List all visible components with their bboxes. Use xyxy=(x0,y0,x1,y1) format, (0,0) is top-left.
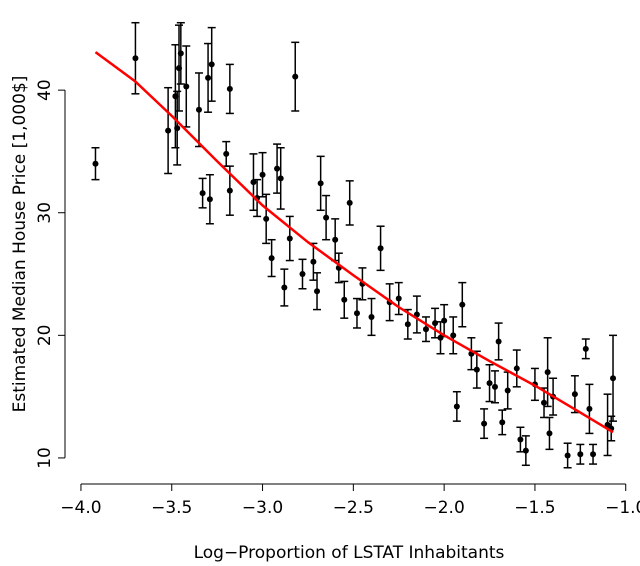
point xyxy=(310,258,317,265)
point xyxy=(92,160,99,167)
point xyxy=(323,214,330,221)
point xyxy=(522,447,529,454)
point xyxy=(183,83,190,90)
point xyxy=(491,383,498,390)
point xyxy=(205,74,212,81)
point xyxy=(486,380,493,387)
point xyxy=(286,235,293,242)
point xyxy=(590,451,597,458)
point xyxy=(499,419,506,426)
x-tick-label: −3.5 xyxy=(151,498,192,518)
point xyxy=(174,125,181,132)
point xyxy=(432,320,439,327)
point xyxy=(165,127,172,134)
point xyxy=(226,85,233,92)
point xyxy=(274,165,281,172)
point xyxy=(346,199,353,206)
point xyxy=(353,310,360,317)
point xyxy=(422,326,429,333)
point xyxy=(495,338,502,345)
point xyxy=(314,288,321,295)
point xyxy=(481,420,488,427)
point xyxy=(610,375,617,382)
point xyxy=(404,321,411,328)
x-tick-label: −2.0 xyxy=(423,498,464,518)
point xyxy=(195,106,202,113)
y-tick-label: 30 xyxy=(35,202,55,224)
x-axis-label: Log−Proportion of LSTAT Inhabitants xyxy=(194,543,505,563)
point xyxy=(208,61,215,68)
point xyxy=(250,179,257,186)
point xyxy=(199,190,206,197)
point xyxy=(299,271,306,278)
point xyxy=(586,405,593,412)
point xyxy=(263,215,270,222)
y-tick-label: 10 xyxy=(35,447,55,469)
fit-line xyxy=(94,51,614,434)
point xyxy=(223,150,230,157)
point xyxy=(377,245,384,252)
point xyxy=(132,55,139,62)
point xyxy=(317,180,324,187)
x-tick-label: −1.0 xyxy=(605,498,640,518)
point xyxy=(453,403,460,410)
point xyxy=(268,255,275,262)
point xyxy=(473,366,480,373)
point xyxy=(341,296,348,303)
point xyxy=(459,301,466,308)
point xyxy=(513,365,520,372)
x-tick-label: −4.0 xyxy=(60,498,101,518)
point xyxy=(564,452,571,459)
point xyxy=(582,345,589,352)
point xyxy=(277,175,284,182)
point xyxy=(604,421,611,428)
point xyxy=(259,171,266,178)
point xyxy=(441,317,448,324)
point xyxy=(571,391,578,398)
x-tick-label: −1.5 xyxy=(514,498,555,518)
point xyxy=(541,399,548,406)
point xyxy=(368,313,375,320)
point xyxy=(504,387,511,394)
point xyxy=(546,430,553,437)
y-tick-label: 20 xyxy=(35,325,55,347)
point xyxy=(332,236,339,243)
point xyxy=(544,369,551,376)
y-tick-label: 40 xyxy=(35,79,55,101)
x-tick-label: −3.0 xyxy=(242,498,283,518)
y-axis-label: Estimated Median House Price [1,000$] xyxy=(10,76,30,413)
point xyxy=(226,187,233,194)
point xyxy=(281,284,288,291)
point xyxy=(517,436,524,443)
point xyxy=(177,50,184,57)
point xyxy=(450,332,457,339)
point xyxy=(413,311,420,318)
point xyxy=(395,295,402,302)
x-tick-label: −2.5 xyxy=(333,498,374,518)
point xyxy=(577,451,584,458)
point xyxy=(292,73,299,80)
point xyxy=(206,196,213,203)
